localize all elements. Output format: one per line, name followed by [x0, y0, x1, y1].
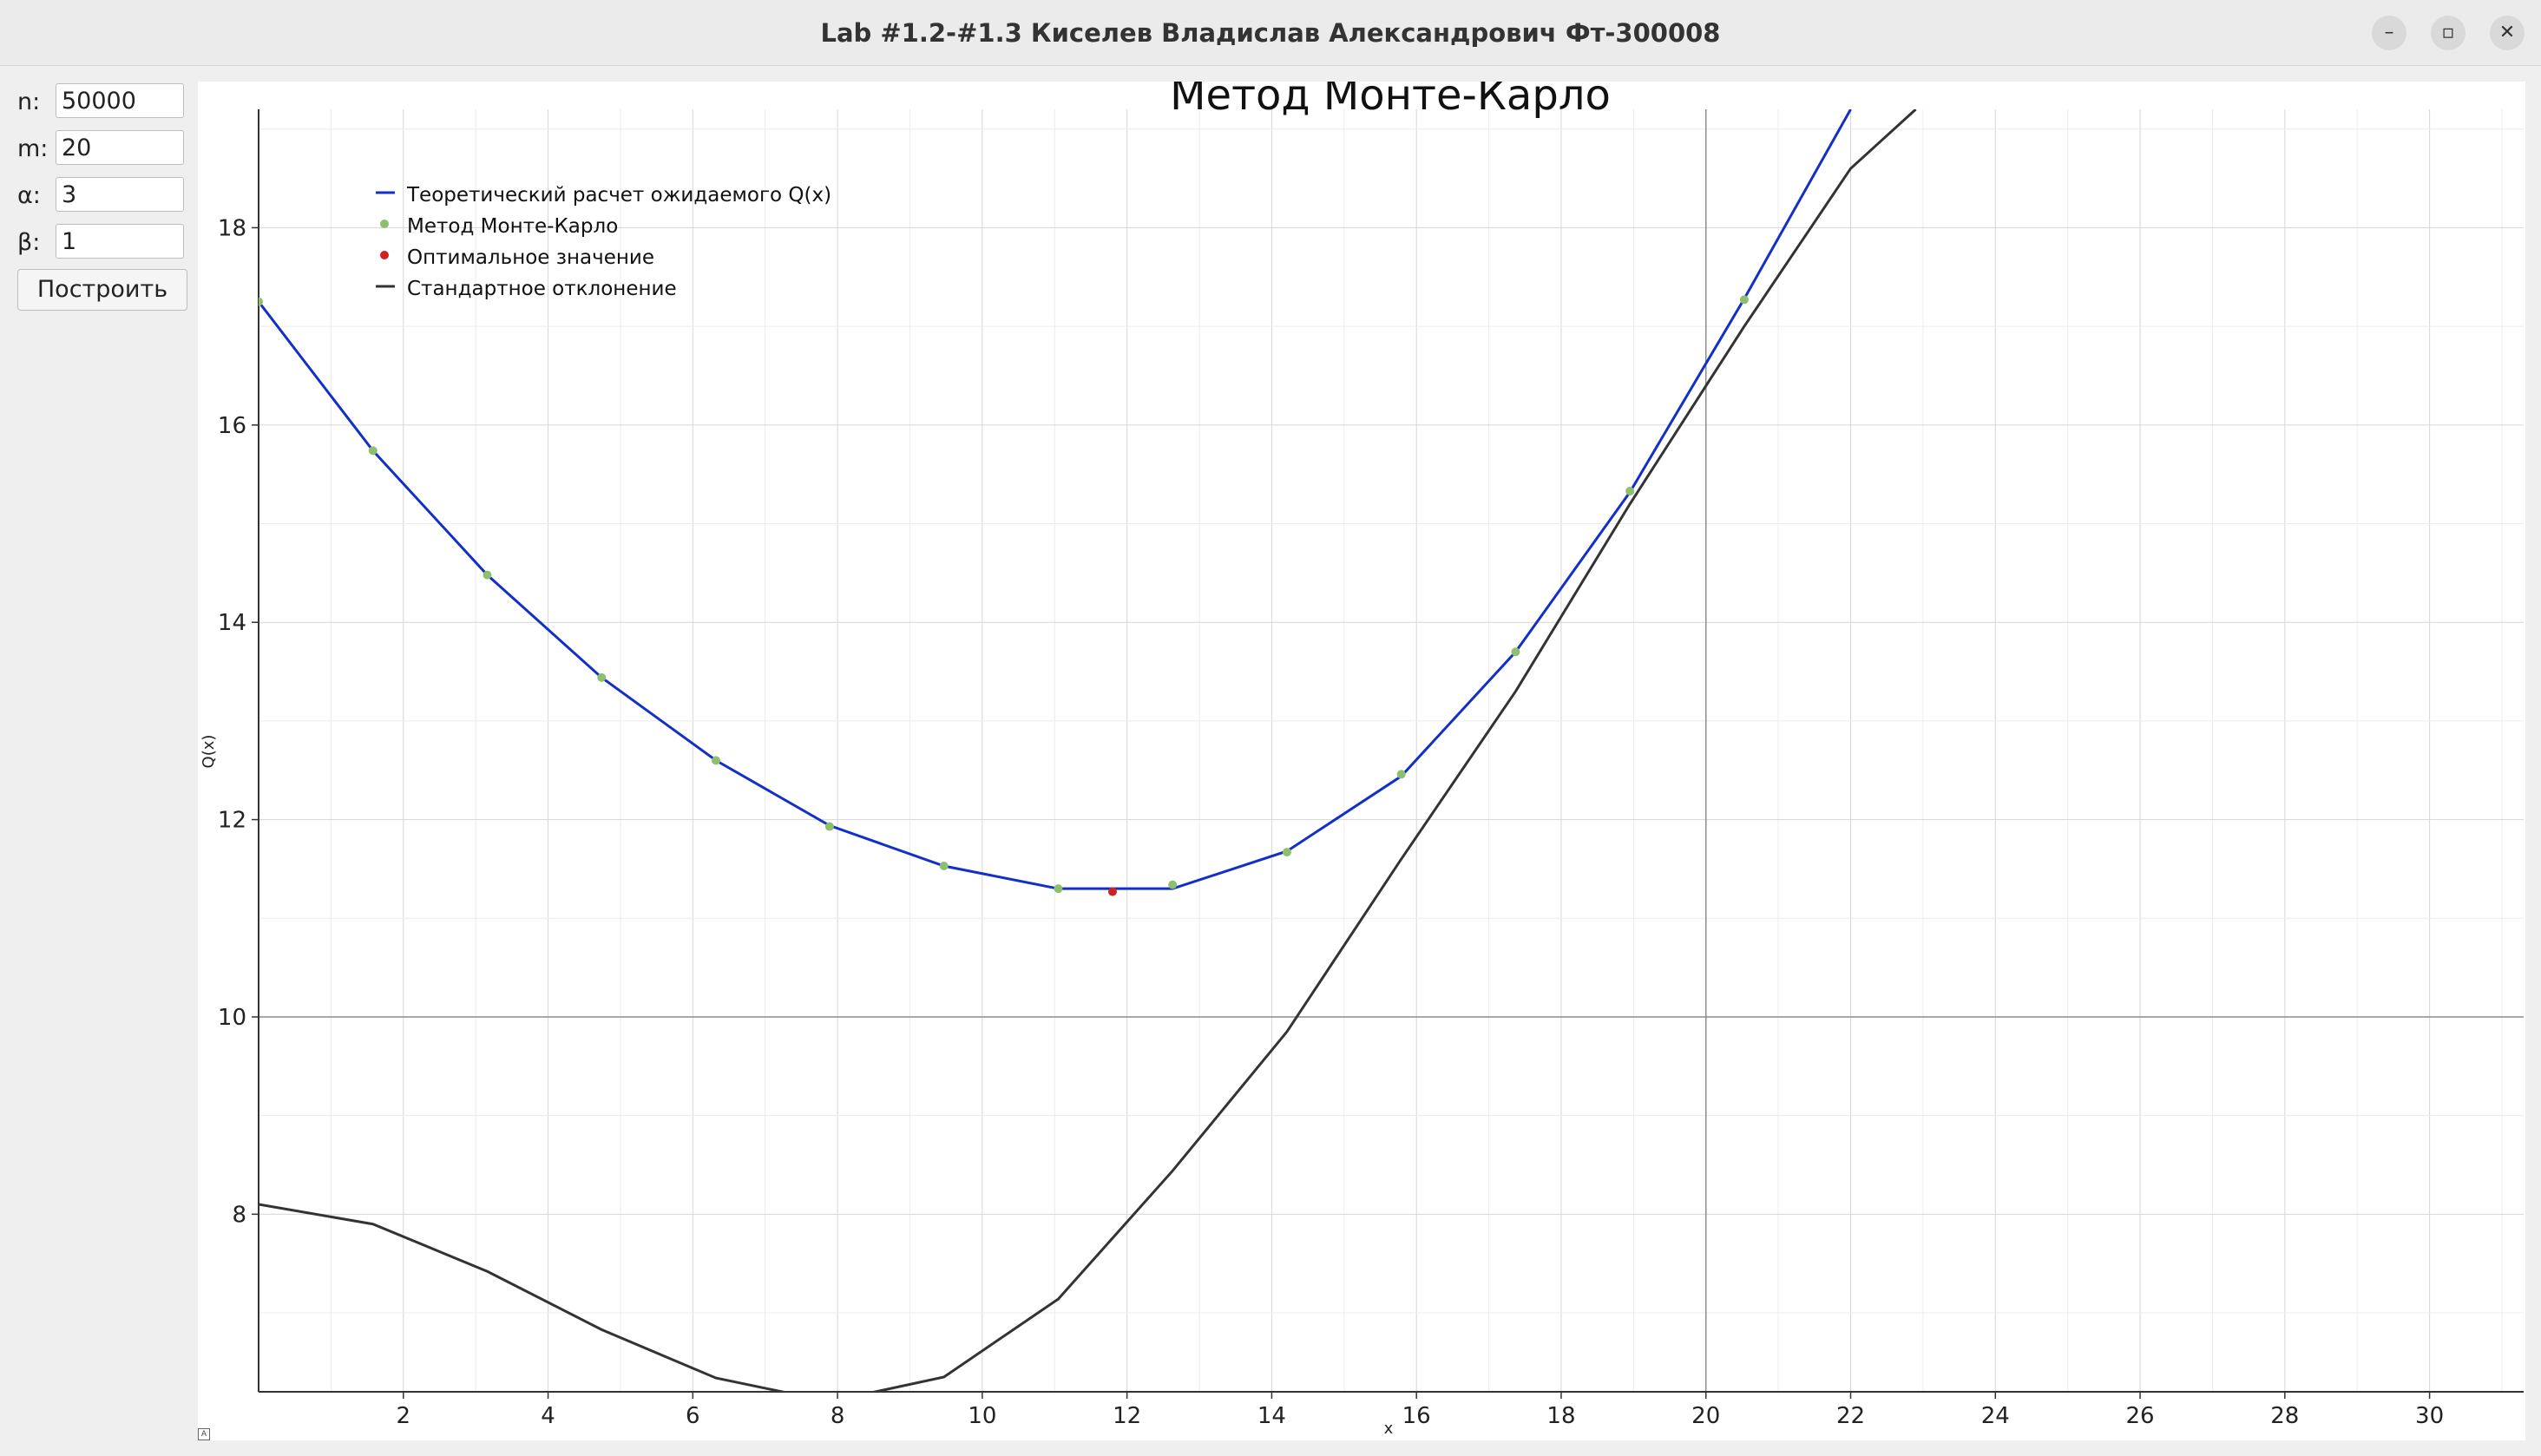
- x-tick-label: 22: [1836, 1403, 1865, 1429]
- param-n-input[interactable]: [56, 83, 184, 118]
- y-axis-label: Q(x): [200, 735, 218, 769]
- monte-carlo-point: [1282, 848, 1291, 857]
- param-n-label: n:: [17, 89, 41, 115]
- monte-carlo-point: [939, 862, 949, 871]
- x-tick-label: 30: [2415, 1403, 2444, 1429]
- monte-carlo-point: [824, 822, 834, 831]
- param-m-input[interactable]: [56, 130, 184, 165]
- monte-carlo-point: [1511, 647, 1520, 657]
- x-tick-label: 26: [2126, 1403, 2155, 1429]
- monte-carlo-point: [1396, 770, 1406, 779]
- monte-carlo-point: [1168, 880, 1178, 889]
- x-tick-label: 24: [1981, 1403, 2010, 1429]
- legend-marker-point: [380, 251, 389, 259]
- y-tick-label: 12: [218, 808, 246, 834]
- y-tick-label: 10: [218, 1005, 246, 1031]
- y-tick-label: 14: [218, 610, 246, 636]
- x-tick-label: 2: [396, 1403, 410, 1429]
- title-bar: Lab #1.2-#1.3 Киселев Владислав Александ…: [0, 0, 2541, 66]
- x-tick-label: 12: [1113, 1403, 1141, 1429]
- monte-carlo-point: [712, 756, 721, 765]
- param-m-label: m:: [17, 135, 49, 162]
- x-tick-label: 14: [1257, 1403, 1286, 1429]
- x-tick-label: 4: [541, 1403, 555, 1429]
- legend-marker-point: [380, 220, 389, 228]
- x-axis-label: x: [1384, 1420, 1394, 1438]
- y-tick-label: 8: [232, 1202, 246, 1228]
- build-button[interactable]: Построить: [17, 269, 187, 311]
- monte-carlo-point: [1625, 486, 1635, 495]
- monte-carlo-point: [1739, 295, 1749, 305]
- resize-grip-icon: A: [198, 1428, 210, 1440]
- close-button[interactable]: ✕: [2490, 16, 2525, 50]
- minimize-button[interactable]: –: [2372, 16, 2406, 50]
- plot-area[interactable]: 2 4 6 8 10 12 14 16 18 20 22 24 26 28 30 8 10 12 14 16 18 Те…: [198, 82, 2525, 1440]
- parameters-panel: n: m: α: β: Построить: [0, 66, 198, 1456]
- legend-entry: Метод Монте-Карло: [407, 215, 618, 238]
- window-title: Lab #1.2-#1.3 Киселев Владислав Александ…: [820, 18, 1721, 48]
- legend-entry: Теоретический расчет ожидаемого Q(x): [406, 184, 831, 207]
- param-beta-label: β:: [17, 229, 41, 256]
- monte-carlo-point: [368, 446, 378, 456]
- maximize-icon: ▫: [2441, 22, 2455, 43]
- optimal-point: [1107, 887, 1117, 896]
- monte-carlo-point: [259, 297, 263, 306]
- chart-title: Метод Монте-Карло: [1170, 82, 1611, 120]
- param-alpha-input[interactable]: [56, 177, 184, 212]
- monte-carlo-point: [483, 570, 492, 580]
- x-tick-label: 6: [686, 1403, 700, 1429]
- x-tick-label: 16: [1402, 1403, 1431, 1429]
- minimize-icon: –: [2384, 22, 2394, 43]
- legend-entry: Стандартное отклонение: [407, 278, 677, 300]
- maximize-button[interactable]: ▫: [2431, 16, 2465, 50]
- param-beta-input[interactable]: [56, 224, 184, 259]
- x-tick-label: 8: [831, 1403, 845, 1429]
- param-alpha-label: α:: [17, 182, 41, 209]
- y-tick-label: 18: [218, 215, 246, 241]
- y-tick-label: 16: [218, 413, 246, 439]
- close-icon: ✕: [2498, 22, 2516, 43]
- legend-entry: Оптимальное значение: [407, 246, 654, 269]
- x-tick-label: 10: [968, 1403, 996, 1429]
- x-tick-label: 28: [2270, 1403, 2299, 1429]
- monte-carlo-point: [597, 672, 607, 682]
- x-tick-label: 18: [1546, 1403, 1575, 1429]
- series-line-3: [259, 109, 1917, 1392]
- x-tick-label: 20: [1691, 1403, 1720, 1429]
- monte-carlo-point: [1054, 884, 1063, 894]
